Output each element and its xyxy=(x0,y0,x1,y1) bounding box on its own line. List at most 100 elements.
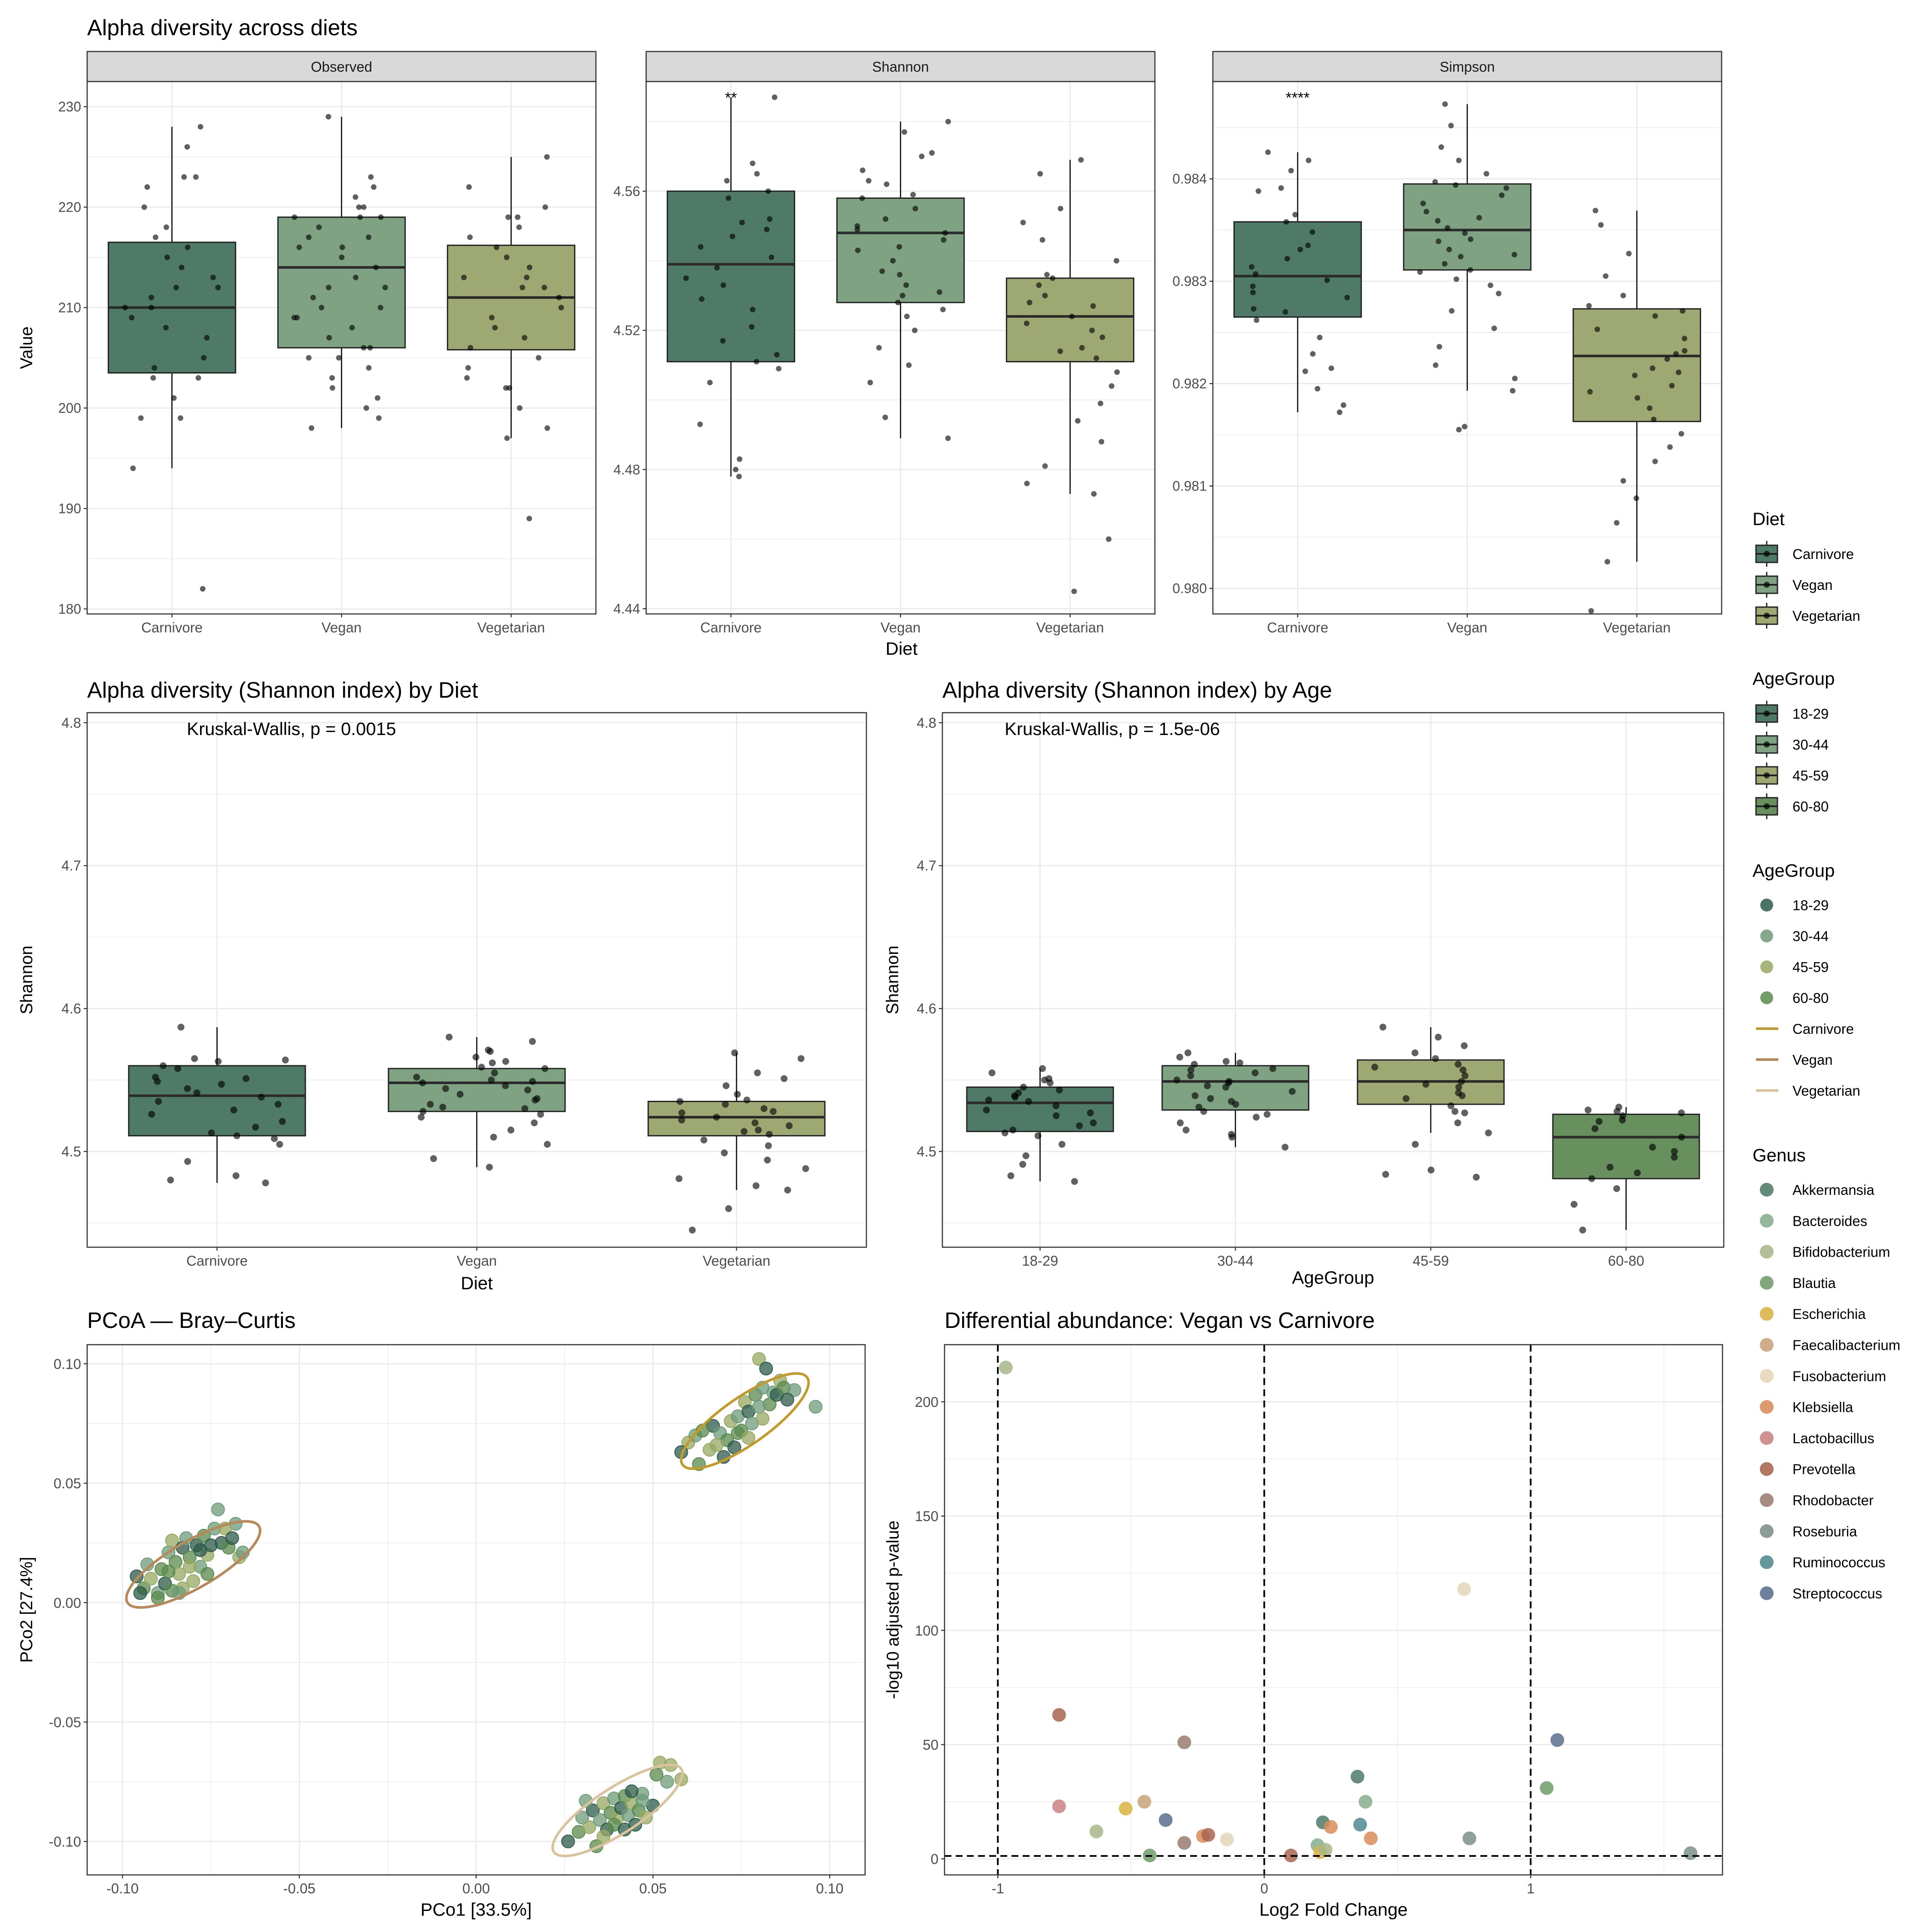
data-point xyxy=(1417,269,1423,275)
data-point xyxy=(503,385,509,391)
data-point xyxy=(542,204,548,210)
data-point xyxy=(504,435,510,441)
data-point xyxy=(741,1128,748,1135)
pcoa-point xyxy=(752,1400,766,1414)
facet-chart: Alpha diversity across diets Observed 180 1… xyxy=(17,15,1722,659)
data-point xyxy=(733,467,739,473)
legend-key-point xyxy=(1764,613,1770,619)
legend-diet: Diet Carnivore Vegan Vegetarian xyxy=(1753,509,1860,629)
data-point xyxy=(1071,1178,1078,1185)
data-point xyxy=(1453,182,1459,188)
data-point xyxy=(184,1085,191,1092)
data-point xyxy=(413,1073,420,1081)
data-point xyxy=(1458,254,1464,260)
legend-key-point xyxy=(1760,1586,1774,1600)
data-point xyxy=(371,184,377,190)
data-point xyxy=(714,265,720,271)
x-tick-label: 30-44 xyxy=(1217,1253,1253,1269)
data-point xyxy=(152,234,158,240)
data-point xyxy=(1455,1084,1462,1091)
data-point xyxy=(1483,171,1489,177)
data-point xyxy=(720,282,726,288)
data-point xyxy=(522,335,528,341)
facet-strip-label: Observed xyxy=(311,59,372,75)
data-point xyxy=(929,150,935,156)
data-point xyxy=(1678,431,1684,437)
data-point xyxy=(750,307,756,313)
pcoa-point xyxy=(752,1352,766,1366)
data-point xyxy=(478,1063,485,1071)
data-point xyxy=(859,195,865,201)
data-point xyxy=(1250,283,1256,289)
data-point xyxy=(374,395,380,401)
data-point xyxy=(1428,1166,1435,1174)
data-point xyxy=(446,1033,453,1041)
data-point xyxy=(173,285,179,291)
data-point xyxy=(725,1205,732,1212)
data-point xyxy=(167,1176,174,1184)
data-point xyxy=(1042,292,1048,298)
data-point xyxy=(291,315,297,321)
data-point xyxy=(1446,246,1452,252)
data-point xyxy=(352,274,358,280)
data-point xyxy=(697,421,703,427)
data-point xyxy=(138,415,144,421)
data-point xyxy=(184,144,190,150)
y-tick-label: 4.7 xyxy=(917,858,936,874)
data-point xyxy=(1503,185,1509,191)
data-point xyxy=(1411,1049,1419,1057)
legend-key-point xyxy=(1764,582,1770,588)
data-point xyxy=(1485,1129,1492,1136)
data-point xyxy=(361,345,367,351)
data-point xyxy=(1455,1060,1462,1068)
x-tick-label: Vegetarian xyxy=(1036,620,1104,635)
data-point xyxy=(983,1106,990,1114)
data-point xyxy=(193,174,199,180)
data-point xyxy=(736,474,742,480)
data-point xyxy=(185,244,191,250)
legend-key-point xyxy=(1760,1307,1774,1321)
data-point xyxy=(515,214,521,220)
legend-key-point xyxy=(1760,1338,1774,1352)
data-point xyxy=(1680,308,1686,314)
data-point xyxy=(163,224,169,230)
box-vegan xyxy=(1403,183,1532,271)
data-point xyxy=(1594,326,1600,332)
data-point xyxy=(524,274,530,280)
data-point xyxy=(912,206,918,212)
data-point xyxy=(1371,1063,1379,1071)
data-point xyxy=(854,226,860,232)
data-point xyxy=(537,1111,544,1118)
legend-label: Bacteroides xyxy=(1792,1213,1867,1229)
data-point xyxy=(200,586,206,592)
data-point xyxy=(1020,219,1026,225)
pcoa-point xyxy=(200,1567,215,1581)
data-point xyxy=(417,1114,425,1121)
data-point xyxy=(1649,1143,1656,1151)
data-point xyxy=(1451,1108,1458,1115)
data-point xyxy=(723,1082,730,1089)
pcoa-point xyxy=(186,1574,200,1588)
box-carnivore xyxy=(1233,221,1362,318)
data-point xyxy=(262,1179,269,1187)
data-point xyxy=(724,178,730,184)
facet-strip-label: Simpson xyxy=(1440,59,1495,75)
data-point xyxy=(1282,1143,1289,1151)
volcano-point xyxy=(1457,1582,1471,1596)
data-point xyxy=(1052,1102,1060,1109)
data-point xyxy=(122,304,128,310)
data-point xyxy=(1204,1082,1211,1089)
data-point xyxy=(1422,1081,1430,1088)
y-axis-label: -log10 adjusted p-value xyxy=(884,1521,902,1699)
data-point xyxy=(1619,1116,1626,1124)
volcano-point xyxy=(1358,1795,1373,1809)
y-tick-label: 4.8 xyxy=(61,715,81,731)
data-point xyxy=(1646,405,1653,411)
data-point xyxy=(232,1172,240,1179)
data-point xyxy=(1036,282,1042,288)
legend-label: 45-59 xyxy=(1792,768,1829,784)
data-point xyxy=(516,224,522,230)
y-tick-label: 0.980 xyxy=(1173,581,1207,596)
data-point xyxy=(230,1106,237,1114)
data-point xyxy=(163,325,169,331)
